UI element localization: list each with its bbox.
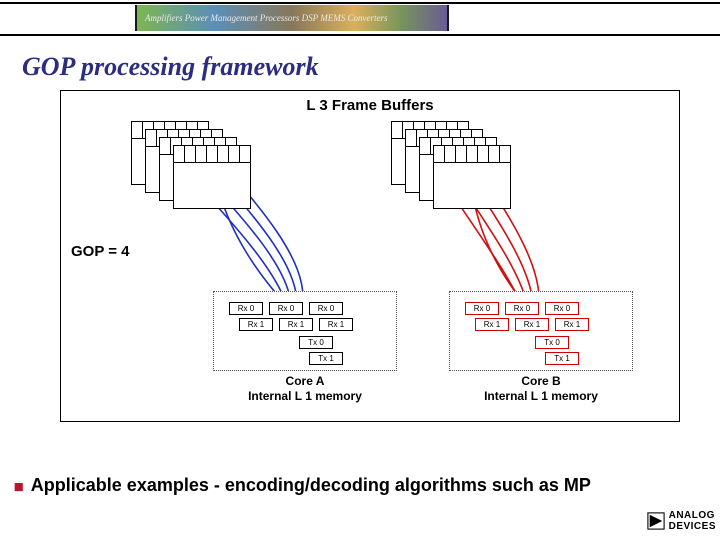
rx0-tag: Rx 0	[269, 302, 303, 315]
core-a-l1: Core A Internal L 1 memory Rx 0Rx 0Rx 0R…	[213, 291, 397, 371]
bullet-text: Applicable examples - encoding/decoding …	[31, 475, 591, 495]
bullet-row: ◆Applicable examples - encoding/decoding…	[14, 475, 591, 496]
logo-line2: DEVICES	[669, 521, 716, 532]
core-b-l1: Core B Internal L 1 memory Rx 0Rx 0Rx 0R…	[449, 291, 633, 371]
logo-icon	[647, 512, 665, 530]
tx1-tag: Tx 1	[309, 352, 343, 365]
header-strip: Amplifiers Power Management Processors D…	[135, 5, 449, 31]
core-a-line1: Core A	[286, 374, 325, 388]
core-a-label: Core A Internal L 1 memory	[214, 374, 396, 404]
logo-text: ANALOG DEVICES	[669, 510, 716, 532]
core-b-label: Core B Internal L 1 memory	[450, 374, 632, 404]
frame-stack	[391, 121, 481, 193]
rx1-tag: Rx 1	[475, 318, 509, 331]
bullet-icon: ◆	[10, 477, 30, 497]
rx1-tag: Rx 1	[319, 318, 353, 331]
page-title: GOP processing framework	[22, 52, 720, 82]
rx0-tag: Rx 0	[545, 302, 579, 315]
analog-devices-logo: ANALOG DEVICES	[647, 510, 716, 532]
header-line-top	[0, 2, 720, 4]
rx1-tag: Rx 1	[279, 318, 313, 331]
header-line-bottom	[0, 34, 720, 36]
rx0-tag: Rx 0	[505, 302, 539, 315]
frame	[433, 145, 511, 209]
rx0-tag: Rx 0	[229, 302, 263, 315]
core-b-line2: Internal L 1 memory	[484, 389, 598, 403]
core-b-line1: Core B	[521, 374, 560, 388]
frame	[173, 145, 251, 209]
rx0-tag: Rx 0	[465, 302, 499, 315]
frame-stack	[131, 121, 221, 193]
logo-line1: ANALOG	[669, 510, 716, 521]
diagram: L 3 Frame Buffers GOP = 4 Core A Interna…	[60, 90, 680, 422]
header: Amplifiers Power Management Processors D…	[0, 0, 720, 38]
tx0-tag: Tx 0	[299, 336, 333, 349]
gop-label: GOP = 4	[71, 243, 130, 260]
tx1-tag: Tx 1	[545, 352, 579, 365]
tx0-tag: Tx 0	[535, 336, 569, 349]
rx1-tag: Rx 1	[515, 318, 549, 331]
core-a-line2: Internal L 1 memory	[248, 389, 362, 403]
rx1-tag: Rx 1	[239, 318, 273, 331]
rx1-tag: Rx 1	[555, 318, 589, 331]
rx0-tag: Rx 0	[309, 302, 343, 315]
l3-label: L 3 Frame Buffers	[61, 97, 679, 114]
header-strip-text: Amplifiers Power Management Processors D…	[137, 13, 387, 23]
